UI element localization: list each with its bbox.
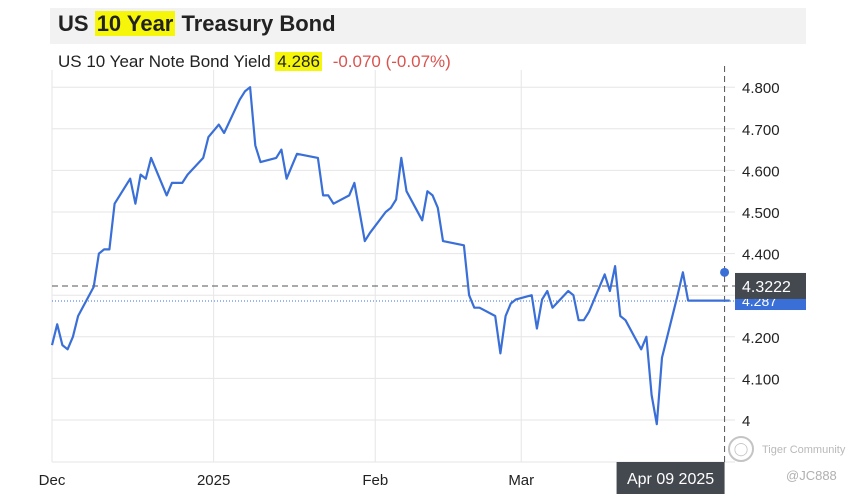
y-tick-label: 4.400 [742, 247, 780, 264]
title-highlight: 10 Year [94, 11, 176, 36]
x-tick-label: Dec [39, 472, 66, 489]
x-tick-label: 2025 [197, 472, 230, 489]
x-tick-label: Mar [508, 472, 534, 489]
page-title: US 10 Year Treasury Bond [58, 11, 336, 37]
y-tick-label: 4.800 [742, 80, 780, 97]
y-tick-label: 4.500 [742, 205, 780, 222]
y-tick-label: 4.700 [742, 122, 780, 139]
y-tick-label: 4.600 [742, 163, 780, 180]
title-bar: US 10 Year Treasury Bond [50, 8, 806, 44]
title-suffix: Treasury Bond [181, 11, 336, 36]
series-line [50, 86, 730, 426]
title-prefix: US [58, 11, 89, 36]
quote-name: US 10 Year Note Bond Yield [58, 52, 271, 71]
watermark-brand: Tiger Community [762, 444, 846, 456]
crosshair-point [720, 267, 730, 277]
quote-change: -0.070 (-0.07%) [332, 52, 451, 71]
x-tick-label: Feb [362, 472, 388, 489]
tiger-logo-icon: ◯ [728, 436, 754, 462]
crosshair-date-tag [616, 462, 725, 494]
quote-line: US 10 Year Note Bond Yield 4.286 -0.070 … [58, 52, 451, 72]
watermark-user: @JC888 [786, 468, 837, 483]
y-tick-label: 4 [742, 413, 750, 430]
crosshair-value-label: 4.3222 [742, 279, 791, 296]
crosshair-value-tag [735, 272, 806, 299]
crosshair-date-label: Apr 09 2025 [627, 471, 714, 488]
quote-price: 4.286 [275, 52, 322, 71]
y-tick-label: 4.200 [742, 330, 780, 347]
y-tick-label: 4.100 [742, 371, 780, 388]
